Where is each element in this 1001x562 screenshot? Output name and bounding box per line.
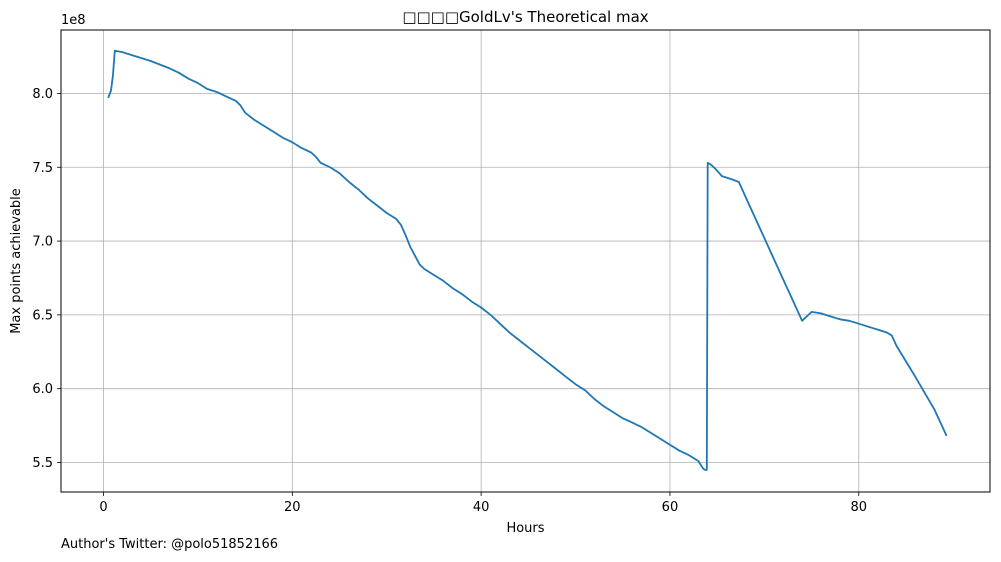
y-tick-label: 7.5 bbox=[32, 161, 53, 176]
y-tick-label: 6.5 bbox=[32, 308, 53, 323]
y-tick-label: 7.0 bbox=[32, 235, 53, 250]
x-tick-label: 0 bbox=[99, 500, 107, 515]
y-tick-label: 5.5 bbox=[32, 456, 53, 471]
plot-frame bbox=[60, 29, 991, 493]
x-tick-label: 60 bbox=[662, 500, 679, 515]
y-axis-offset-text: 1e8 bbox=[61, 13, 86, 28]
x-tick-label: 40 bbox=[473, 500, 490, 515]
y-axis-label: Max points achievable bbox=[9, 188, 24, 334]
y-ticks: 5.5 6.0 6.5 7.0 7.5 8.0 bbox=[32, 87, 61, 471]
y-tick-label: 6.0 bbox=[32, 382, 53, 397]
x-tick-label: 20 bbox=[284, 500, 301, 515]
series-line bbox=[107, 49, 948, 471]
author-twitter-note: Author's Twitter: @polo51852166 bbox=[61, 537, 279, 552]
chart-title: □□□□GoldLv's Theoretical max bbox=[402, 8, 648, 26]
grid-lines bbox=[61, 30, 990, 492]
x-tick-label: 80 bbox=[850, 500, 867, 515]
y-tick-label: 8.0 bbox=[32, 87, 53, 102]
x-ticks: 0 20 40 60 80 bbox=[99, 492, 867, 515]
x-axis-label: Hours bbox=[506, 521, 544, 536]
series-line-layer bbox=[107, 49, 948, 471]
